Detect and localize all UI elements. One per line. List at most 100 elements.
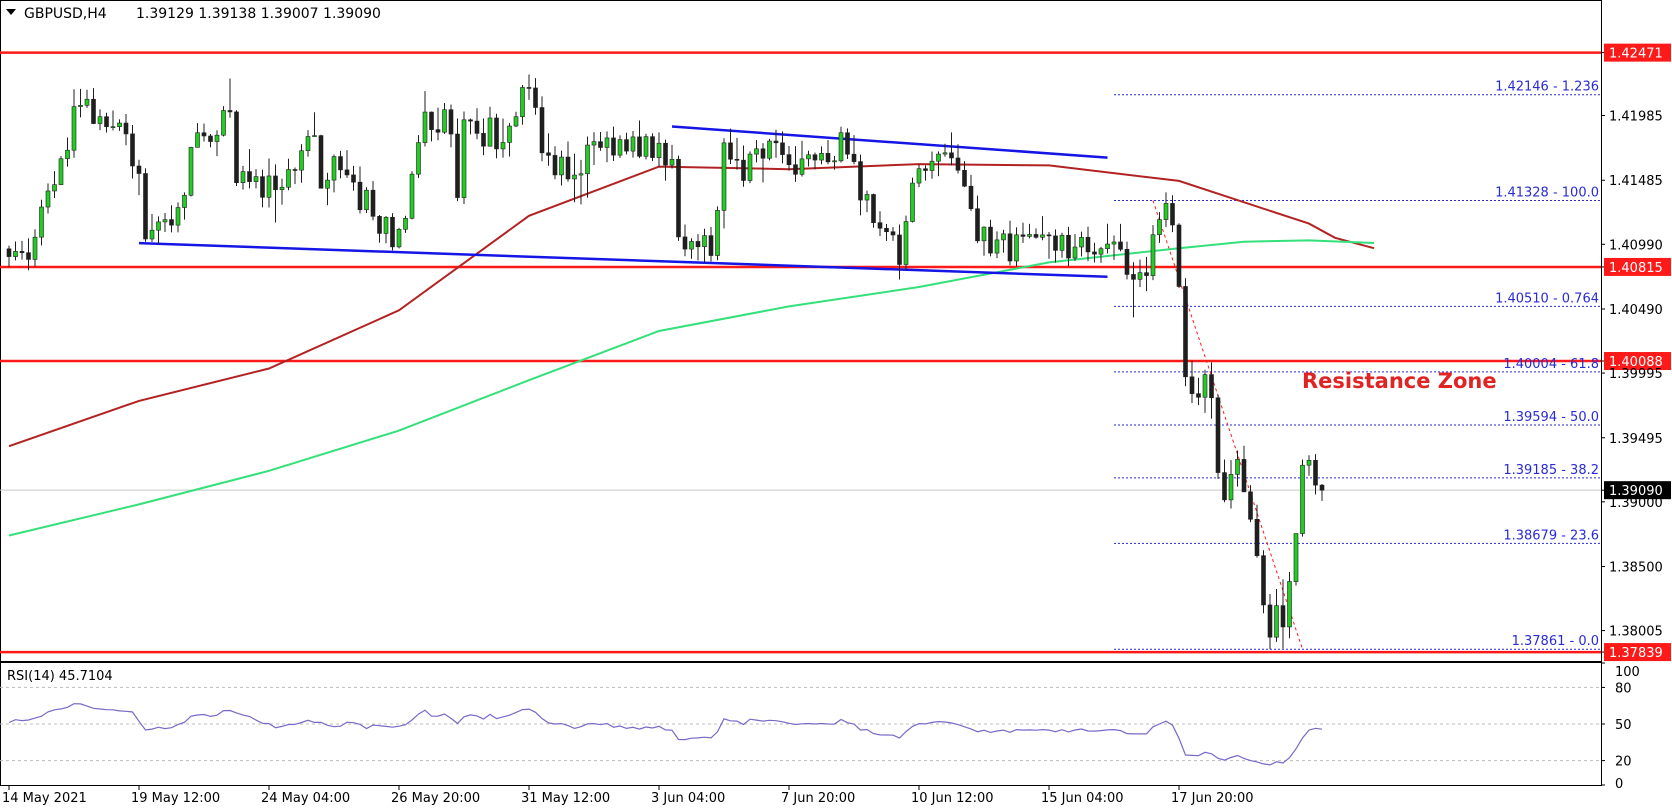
candle <box>962 161 967 188</box>
price-tick-label: 1.39995 <box>1609 367 1663 382</box>
candle <box>1033 228 1039 239</box>
candle <box>136 159 142 196</box>
candle <box>1287 571 1292 639</box>
candle <box>1144 256 1149 292</box>
candle-body-bull <box>1040 234 1045 238</box>
candle <box>1040 216 1045 241</box>
candle-body-bear <box>1046 234 1052 237</box>
candle-body-bull <box>903 221 909 265</box>
candle <box>825 139 831 165</box>
candle <box>429 111 434 142</box>
candle <box>942 143 948 157</box>
candle <box>156 216 161 245</box>
candle <box>1072 234 1078 261</box>
candle-body-bear <box>1124 249 1130 275</box>
candle <box>721 138 727 229</box>
candle-body-bear <box>962 169 967 187</box>
candle-body-bull <box>604 137 610 148</box>
candle <box>669 144 675 169</box>
candle-body-bull <box>1137 272 1143 280</box>
candle <box>1183 278 1188 387</box>
candle-body-bull <box>1274 605 1279 638</box>
candle <box>58 156 64 186</box>
candle <box>955 144 961 174</box>
candle-body-bull <box>1150 234 1156 276</box>
candle-body-bear <box>949 152 954 159</box>
candle <box>84 89 90 108</box>
candle <box>1215 394 1221 479</box>
candle <box>611 126 616 161</box>
candle <box>110 110 116 131</box>
candle <box>903 215 909 271</box>
rsi-tick-label: 80 <box>1615 681 1632 696</box>
rsi-line <box>8 703 1323 766</box>
ma-green-line <box>8 239 1375 537</box>
candle-body-bear <box>1020 234 1026 237</box>
candle <box>851 135 857 165</box>
candle-body-bear <box>260 176 265 198</box>
candle <box>1137 259 1143 288</box>
candle <box>364 187 369 213</box>
price-tick-label: 1.39000 <box>1609 496 1663 511</box>
main-pane-border <box>0 0 1602 662</box>
candle <box>292 167 298 185</box>
candle-body-bear <box>968 185 974 210</box>
candle <box>487 106 493 147</box>
candle-body-bull <box>689 241 694 250</box>
candle-body-bear <box>91 98 96 124</box>
candle <box>715 206 720 261</box>
candle-body-bear <box>793 164 798 175</box>
candle <box>234 110 239 187</box>
candle-body-bull <box>910 182 915 222</box>
candle-body-bull <box>643 136 649 157</box>
candle-body-bull <box>71 106 77 151</box>
candle <box>760 143 766 183</box>
candle-body-bear <box>169 219 174 226</box>
fib-level-label: 1.42146 - 1.236 <box>1495 80 1599 95</box>
candle <box>227 78 233 118</box>
candle <box>1079 231 1084 257</box>
candle <box>981 226 987 256</box>
candle-body-bear <box>292 169 298 171</box>
candle <box>221 106 226 137</box>
candle <box>656 132 662 167</box>
candle-body-bull <box>669 158 675 166</box>
fib-level-label: 1.40510 - 0.764 <box>1495 291 1599 306</box>
candle-body-bear <box>565 156 571 180</box>
candle-body-bull <box>299 150 304 171</box>
candle <box>773 129 779 158</box>
candle-body-bull <box>1059 234 1065 251</box>
candle-body-bear <box>611 137 616 156</box>
candle <box>149 214 155 242</box>
price-tick-label: 1.41985 <box>1609 110 1663 125</box>
candle <box>65 137 70 167</box>
candle <box>247 149 252 189</box>
candle-body-bear <box>468 119 473 122</box>
candle <box>188 146 194 197</box>
candle-body-bull <box>39 206 44 238</box>
candle-body-bear <box>123 122 129 135</box>
candle <box>1046 232 1052 259</box>
candle-body-bear <box>1053 235 1058 251</box>
candle-body-bull <box>500 142 506 150</box>
price-level-box <box>1604 43 1671 62</box>
candle-body-bull <box>325 179 330 189</box>
candle-body-bull <box>182 194 187 208</box>
candle-body-bear <box>552 155 558 176</box>
candle-body-bear <box>539 107 545 154</box>
candle-body-bull <box>507 125 512 143</box>
candle-body-bear <box>344 169 350 176</box>
candle <box>468 118 473 135</box>
candle <box>806 150 811 167</box>
candle-body-bear <box>1215 397 1221 473</box>
candle-body-bull <box>1072 246 1078 259</box>
candle-body-bull <box>461 119 467 198</box>
candle-body-bear <box>318 135 324 189</box>
triangle-down-icon[interactable] <box>6 9 16 15</box>
candle <box>91 88 96 125</box>
candle <box>1319 483 1325 501</box>
fib-level-label: 1.37861 - 0.0 <box>1512 634 1599 649</box>
candle <box>786 145 792 171</box>
candle <box>195 123 200 148</box>
candle-body-bull <box>13 251 18 257</box>
